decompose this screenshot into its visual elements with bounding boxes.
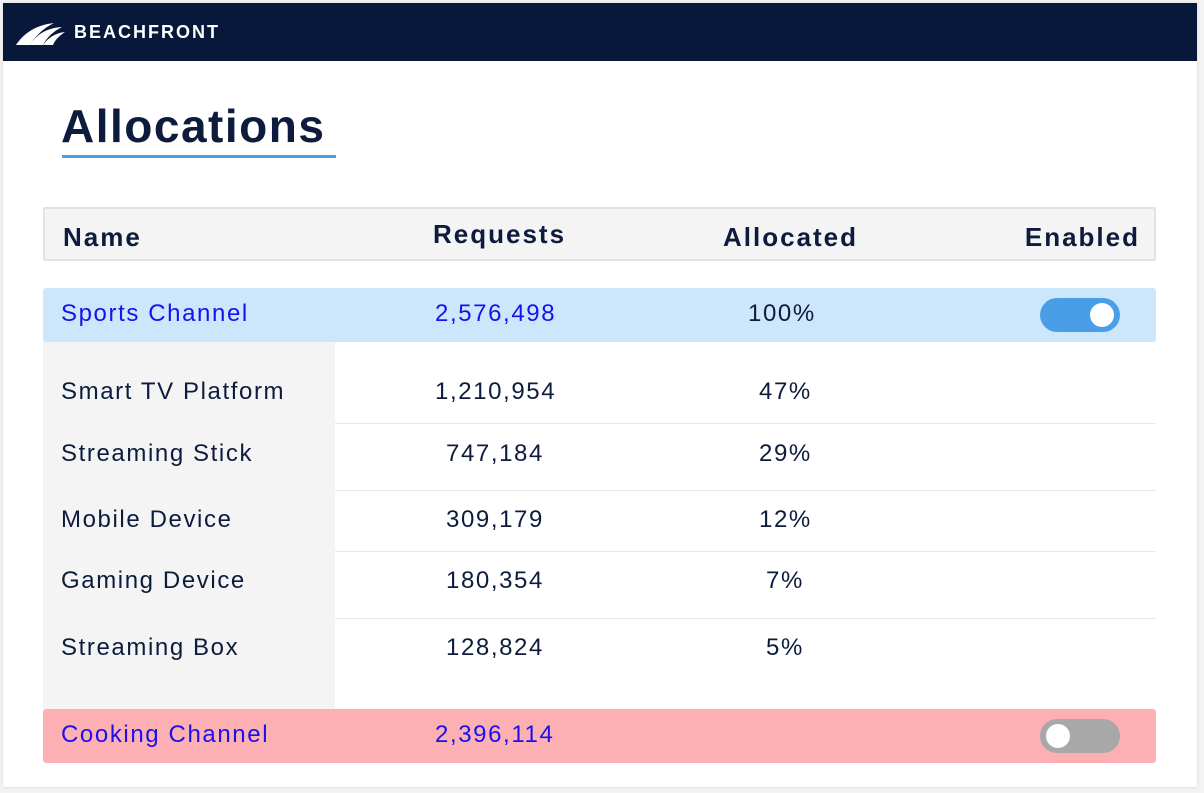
group-row-cooking-channel[interactable]: Cooking Channel 2,396,114 bbox=[43, 709, 1156, 763]
enabled-toggle[interactable] bbox=[1040, 719, 1120, 753]
row-requests: 1,210,954 bbox=[435, 378, 557, 405]
top-navigation-bar: BEACHFRONT bbox=[3, 3, 1197, 61]
group-requests-link[interactable]: 2,396,114 bbox=[435, 721, 555, 748]
row-name: Mobile Device bbox=[61, 506, 233, 533]
row-name: Streaming Stick bbox=[61, 440, 254, 467]
row-name: Smart TV Platform bbox=[61, 378, 286, 405]
table-row: Mobile Device 309,179 12% bbox=[43, 490, 1156, 550]
brand-name: BEACHFRONT bbox=[74, 22, 220, 42]
column-header-enabled[interactable]: Enabled bbox=[1024, 222, 1140, 252]
enabled-toggle[interactable] bbox=[1040, 298, 1120, 332]
row-name: Gaming Device bbox=[61, 567, 246, 594]
row-divider bbox=[335, 423, 1156, 424]
column-header-requests[interactable]: Requests bbox=[433, 219, 567, 249]
group-name-link[interactable]: Cooking Channel bbox=[61, 721, 270, 748]
row-requests: 128,824 bbox=[446, 634, 544, 661]
row-allocated: 29% bbox=[759, 440, 812, 467]
group-row-sports-channel[interactable]: Sports Channel 2,576,498 100% bbox=[43, 288, 1156, 342]
beachfront-wave-logo-icon bbox=[16, 23, 65, 45]
column-header-allocated[interactable]: Allocated bbox=[723, 222, 859, 252]
group-allocated: 100% bbox=[748, 300, 816, 327]
group-requests-link[interactable]: 2,576,498 bbox=[435, 300, 557, 327]
row-allocated: 5% bbox=[766, 634, 804, 661]
row-divider bbox=[335, 551, 1156, 552]
toggle-knob bbox=[1046, 724, 1070, 748]
row-requests: 180,354 bbox=[446, 567, 544, 594]
table-row: Smart TV Platform 1,210,954 47% bbox=[43, 362, 1156, 422]
table-row: Streaming Box 128,824 5% bbox=[43, 618, 1156, 678]
row-allocated: 47% bbox=[759, 378, 812, 405]
group-name-link[interactable]: Sports Channel bbox=[61, 300, 249, 327]
row-divider bbox=[335, 490, 1156, 491]
toggle-knob bbox=[1090, 303, 1114, 327]
app-window: BEACHFRONT Allocations Name Requests All… bbox=[3, 3, 1197, 787]
column-header-name[interactable]: Name bbox=[63, 222, 142, 252]
page-title: Allocations bbox=[61, 100, 326, 152]
table-row: Gaming Device 180,354 7% bbox=[43, 551, 1156, 611]
row-requests: 747,184 bbox=[446, 440, 544, 467]
row-allocated: 12% bbox=[759, 506, 812, 533]
table-header: Name Requests Allocated Enabled bbox=[43, 207, 1156, 261]
title-underline bbox=[62, 155, 336, 158]
row-divider bbox=[335, 618, 1156, 619]
child-name-column-background bbox=[43, 342, 335, 709]
table-row: Streaming Stick 747,184 29% bbox=[43, 424, 1156, 484]
row-allocated: 7% bbox=[766, 567, 804, 594]
row-name: Streaming Box bbox=[61, 634, 240, 661]
row-requests: 309,179 bbox=[446, 506, 544, 533]
